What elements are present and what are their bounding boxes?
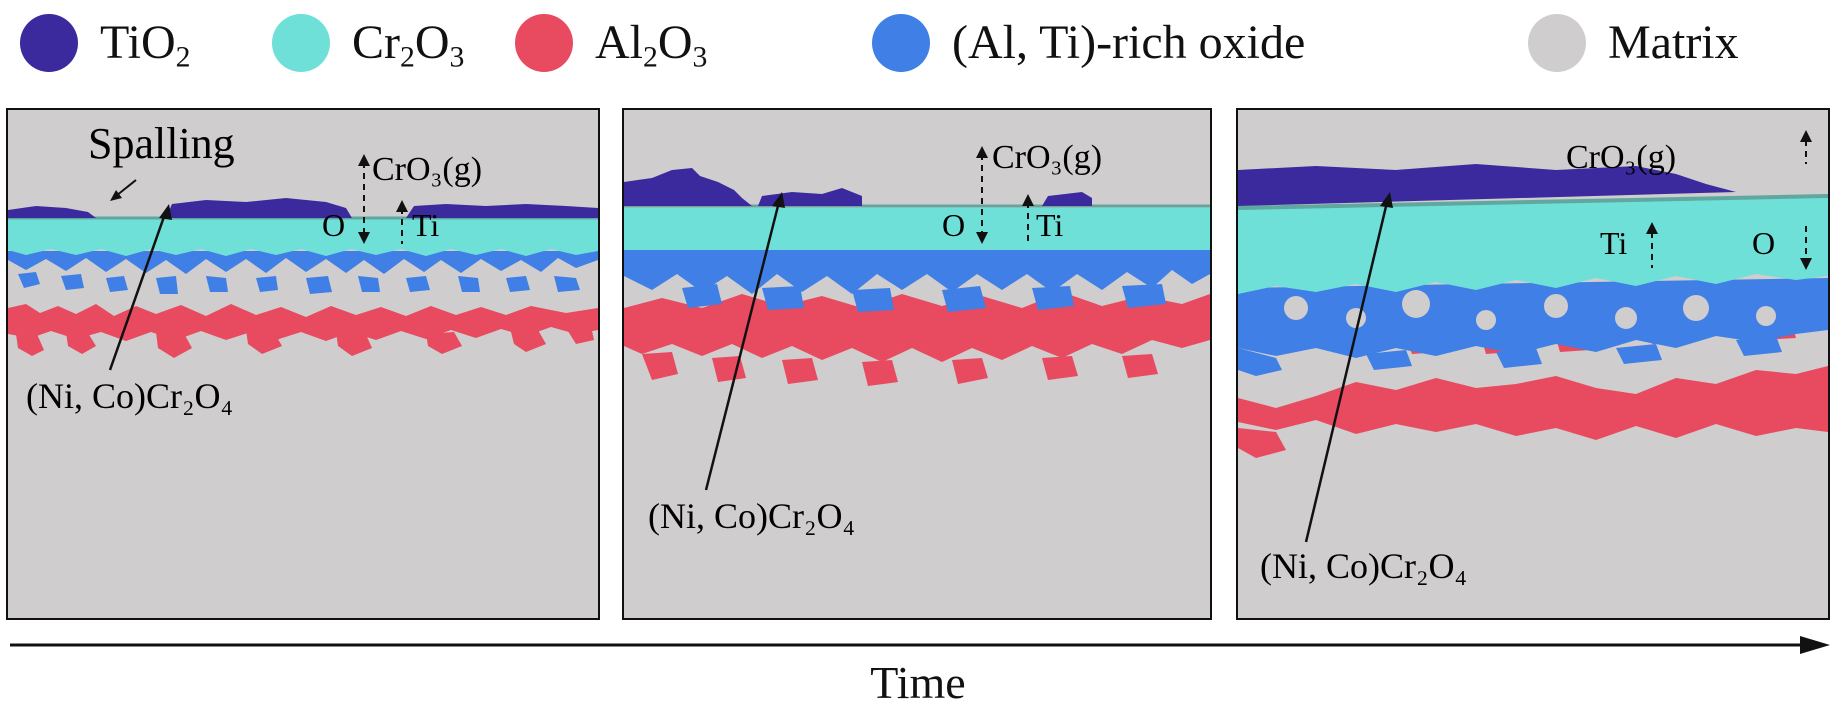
legend-item-matrix: Matrix: [1528, 8, 1739, 78]
cr2o3-layer: [1238, 198, 1828, 294]
legend-item-al-ti-rich-oxide: (Al, Ti)-rich oxide: [872, 8, 1305, 78]
panel-border: [6, 108, 600, 620]
spinel-label: (Ni, Co)Cr₂O₄: [1260, 546, 1467, 586]
spinel-pointer: [108, 210, 168, 371]
cro3-label: CrO₃(g): [372, 151, 482, 188]
spinel-pointer: [704, 197, 782, 491]
ti-arrow-head: [1646, 222, 1658, 234]
cr2o3-swatch: [272, 14, 330, 72]
ti-arrow-head: [396, 200, 408, 212]
ti-label: Ti: [412, 207, 439, 243]
cro3-arrow-head: [1800, 130, 1812, 142]
panel-late-stage: (Ni, Co)Cr₂O₄ CrO₃(g) Ti O: [1236, 108, 1830, 620]
cr2o3-layer: [624, 208, 1210, 250]
matrix-region: [7, 109, 599, 619]
tio2-swatch: [20, 14, 78, 72]
al2o3-layer: [8, 304, 598, 358]
o-label: O: [1752, 225, 1775, 261]
panel-border: [622, 108, 1212, 620]
spinel-pointer-head: [159, 204, 172, 220]
al-ti-rich-oxide-layer: [1238, 278, 1828, 376]
tio2-layer: [1238, 164, 1736, 206]
ti-label: Ti: [1600, 225, 1627, 261]
legend-label-al2o3: Al2O3: [595, 16, 708, 74]
legend-item-al2o3: Al2O3: [515, 8, 707, 78]
legend-label-al-ti-rich-oxide: (Al, Ti)-rich oxide: [952, 16, 1306, 69]
cro3-arrow-head: [976, 146, 988, 158]
o-label: O: [322, 207, 345, 243]
legend: TiO2 Cr2O3 Al2O3 (Al, Ti)-rich oxide Mat…: [0, 0, 1836, 95]
time-axis-label: Time: [870, 657, 966, 708]
ti-label: Ti: [1036, 207, 1063, 243]
legend-label-matrix: Matrix: [1608, 16, 1739, 69]
cro3-label: CrO₃(g): [992, 139, 1102, 176]
o-arrow-head: [976, 232, 988, 244]
legend-label-tio2: TiO2: [100, 16, 191, 74]
panel-early-stage: Spalling (Ni, Co)Cr₂O₄ CrO₃(g) O Ti: [6, 108, 600, 620]
al-ti-rich-oxide-layer: [8, 251, 598, 294]
spinel-label: (Ni, Co)Cr₂O₄: [26, 376, 233, 416]
legend-item-cr2o3: Cr2O3: [272, 8, 464, 78]
al2o3-swatch: [515, 14, 573, 72]
spinel-layer: [1237, 194, 1829, 210]
legend-label-cr2o3: Cr2O3: [352, 16, 465, 74]
al-ti-rich-oxide-swatch: [872, 14, 930, 72]
panel-intermediate-stage: (Ni, Co)Cr₂O₄ CrO₃(g) O Ti: [622, 108, 1212, 620]
tio2-layer: [8, 198, 598, 218]
spinel-pointer-head: [1380, 192, 1393, 208]
spalling-arrow-head: [110, 190, 122, 201]
matrix-islands: [1284, 290, 1776, 330]
spalling-label: Spalling: [88, 119, 235, 168]
tio2-layer: [624, 168, 1092, 206]
spinel-label: (Ni, Co)Cr₂O₄: [648, 496, 855, 536]
o-arrow-head: [358, 232, 370, 244]
ti-arrow-head: [1022, 194, 1034, 206]
o-arrow-head: [1800, 258, 1812, 270]
legend-item-tio2: TiO2: [20, 8, 191, 78]
spinel-pointer: [1304, 197, 1390, 543]
spinel-pointer-head: [772, 192, 785, 208]
cro3-label: CrO₃(g): [1566, 139, 1676, 176]
cro3-arrow-head: [358, 154, 370, 166]
time-axis-arrow: [10, 636, 1830, 654]
cr2o3-layer: [8, 218, 598, 256]
panel-border: [1236, 108, 1830, 620]
matrix-swatch: [1528, 14, 1586, 72]
spalling-arrow: [115, 179, 137, 197]
o-label: O: [942, 207, 965, 243]
al-ti-rich-oxide-layer: [624, 250, 1210, 312]
